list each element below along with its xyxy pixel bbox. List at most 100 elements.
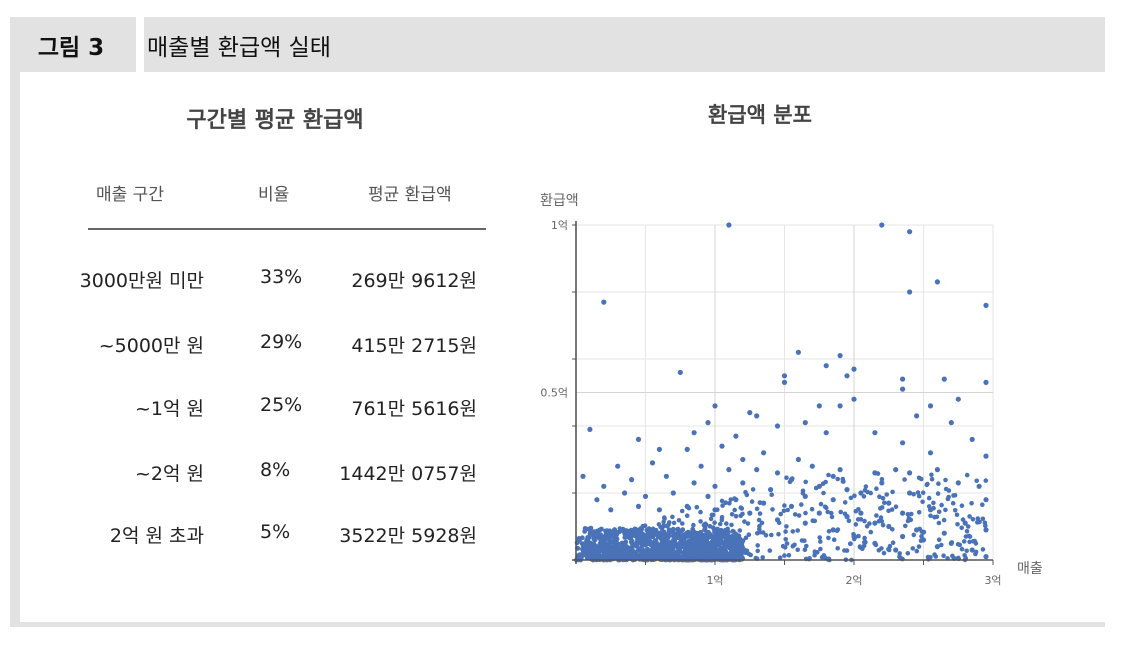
scatter-point — [718, 535, 724, 541]
scatter-point — [825, 509, 830, 515]
scatter-point — [755, 543, 760, 548]
scatter-point — [929, 472, 934, 478]
scatter-point — [581, 550, 586, 555]
table-cell-range: ~1억 원 — [134, 398, 204, 420]
scatter-point — [679, 508, 685, 514]
scatter-point — [701, 547, 707, 552]
scatter-point — [746, 551, 752, 557]
scatter-point — [851, 366, 857, 372]
scatter-point — [629, 555, 635, 561]
scatter-point — [952, 508, 958, 513]
scatter-point — [720, 503, 725, 508]
scatter-point — [976, 483, 982, 489]
scatter-point — [907, 490, 913, 496]
scatter-point — [580, 473, 586, 479]
scatter-point — [809, 463, 815, 469]
scatter-point — [727, 538, 732, 543]
x-tick-label: 2억 — [845, 574, 862, 587]
scatter-point — [890, 489, 895, 495]
scatter-point — [707, 524, 713, 529]
scatter-point — [738, 505, 744, 511]
scatter-point — [670, 490, 676, 496]
scatter-point — [661, 552, 667, 558]
scatter-point — [727, 501, 732, 506]
scatter-point — [784, 475, 789, 481]
scatter-point — [591, 549, 597, 554]
scatter-point — [600, 548, 606, 553]
scatter-point — [777, 555, 783, 560]
scatter-point — [608, 507, 614, 513]
scatter-point — [592, 537, 598, 543]
scatter-point — [754, 413, 760, 419]
scatter-point — [659, 548, 665, 554]
scatter-point — [935, 491, 941, 496]
scatter-point — [703, 521, 708, 527]
scatter-point — [624, 544, 630, 549]
scatter-point — [729, 533, 735, 539]
scatter-point — [733, 538, 739, 544]
scatter-point — [698, 509, 703, 515]
scatter-point — [774, 470, 781, 476]
scatter-point — [761, 450, 767, 456]
scatter-point — [746, 532, 752, 537]
scatter-point — [954, 512, 960, 518]
scatter-point — [728, 553, 734, 559]
scatter-point — [941, 530, 947, 536]
scatter-point — [686, 551, 691, 556]
scatter-point — [665, 538, 670, 543]
scatter-point — [890, 540, 896, 545]
scatter-point — [842, 548, 847, 553]
scatter-point — [708, 554, 714, 560]
scatter-point — [757, 500, 763, 505]
scatter-point — [680, 527, 686, 533]
scatter-point — [812, 552, 817, 558]
scatter-point — [670, 526, 676, 532]
scatter-point — [893, 504, 899, 510]
scatter-point — [848, 495, 854, 501]
scatter-point — [644, 527, 650, 533]
scatter-point — [853, 522, 859, 527]
scatter-point — [835, 527, 841, 532]
scatter-point — [880, 522, 886, 528]
scatter-point — [874, 513, 879, 518]
scatter-point — [722, 547, 728, 552]
scatter-point — [983, 554, 989, 560]
table-cell-avg: 1442만 0757원 — [339, 463, 477, 485]
scatter-point — [712, 533, 718, 539]
scatter-point — [795, 528, 800, 533]
scatter-point — [709, 512, 715, 518]
scatter-point — [686, 548, 692, 553]
scatter-point — [617, 544, 622, 550]
scatter-point — [851, 396, 857, 402]
scatter-point — [959, 546, 965, 552]
table-cell-avg: 3522만 5928원 — [339, 525, 477, 547]
scatter-point — [671, 520, 677, 526]
scatter-point — [635, 436, 642, 442]
scatter-point — [967, 514, 972, 519]
scatter-point — [601, 483, 607, 489]
table-cell-ratio: 25% — [260, 394, 303, 416]
table-header-avg: 평균 환급액 — [368, 185, 452, 205]
table-cell-avg: 415만 2715원 — [351, 335, 477, 357]
scatter-point — [729, 522, 734, 528]
scatter-point — [759, 520, 765, 526]
scatter-point — [966, 533, 972, 539]
scatter-point — [723, 537, 729, 542]
scatter-point — [862, 518, 867, 524]
scatter-point — [817, 535, 822, 540]
scatter-grid — [576, 224, 994, 560]
scatter-point — [638, 549, 644, 555]
scatter-point — [784, 524, 789, 529]
scatter-point — [732, 507, 737, 513]
scatter-point — [646, 551, 651, 557]
scatter-point — [714, 541, 720, 547]
scatter-point — [670, 514, 675, 520]
scatter-point — [905, 551, 911, 556]
scatter-point — [705, 493, 711, 499]
scatter-point — [928, 513, 933, 519]
scatter-point — [719, 443, 725, 449]
scatter-point — [699, 535, 704, 541]
scatter-point — [618, 550, 623, 556]
scatter-point — [661, 519, 666, 525]
scatter-point — [804, 543, 809, 549]
